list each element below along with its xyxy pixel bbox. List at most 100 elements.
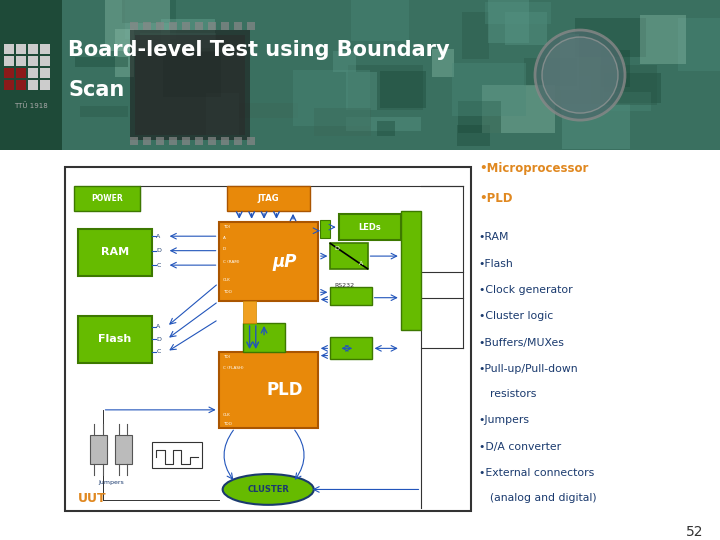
Bar: [377, 121, 395, 137]
Text: UUT: UUT: [78, 492, 107, 505]
Bar: [247, 22, 255, 30]
Text: resistors: resistors: [490, 389, 536, 399]
Bar: [243, 323, 285, 352]
Bar: [293, 70, 370, 126]
Bar: [143, 22, 151, 30]
Text: 52: 52: [686, 525, 703, 539]
Text: CLUSTER: CLUSTER: [247, 485, 289, 494]
Bar: [208, 137, 216, 145]
Bar: [4, 56, 14, 66]
Text: TDO: TDO: [222, 422, 232, 427]
Bar: [227, 186, 310, 211]
Bar: [221, 137, 229, 145]
Bar: [330, 287, 372, 305]
Text: •Buffers/MUXes: •Buffers/MUXes: [479, 338, 564, 348]
Text: •Microprocessor: •Microprocessor: [479, 162, 588, 175]
Bar: [156, 22, 164, 30]
Text: •Flash: •Flash: [479, 259, 513, 269]
Bar: [135, 35, 245, 135]
Bar: [153, 442, 202, 468]
Text: TDO: TDO: [222, 291, 232, 294]
Bar: [457, 125, 490, 146]
Bar: [195, 22, 203, 30]
Bar: [379, 71, 426, 109]
Bar: [75, 57, 128, 67]
Bar: [348, 65, 423, 110]
Text: •RAM: •RAM: [479, 232, 509, 242]
Text: •Clock generator: •Clock generator: [479, 285, 572, 295]
Bar: [346, 117, 421, 131]
Bar: [462, 12, 489, 59]
Text: Jumpers: Jumpers: [98, 480, 124, 485]
Bar: [105, 0, 170, 51]
Text: RS232: RS232: [334, 282, 354, 287]
Text: C: C: [156, 349, 161, 354]
Text: JTAG: JTAG: [257, 194, 279, 202]
Bar: [234, 137, 242, 145]
Text: RAM: RAM: [101, 247, 129, 258]
Bar: [0, 0, 62, 150]
Bar: [4, 80, 14, 90]
Text: μP: μP: [273, 253, 297, 271]
Bar: [219, 352, 318, 428]
Bar: [122, 0, 176, 23]
Bar: [28, 56, 38, 66]
Bar: [140, 33, 216, 51]
Bar: [452, 63, 526, 116]
Bar: [485, 2, 551, 24]
Bar: [130, 30, 250, 140]
Bar: [182, 137, 190, 145]
Bar: [115, 29, 135, 77]
Bar: [40, 44, 50, 54]
Bar: [333, 51, 356, 72]
Bar: [16, 44, 26, 54]
Bar: [163, 52, 221, 97]
Text: Scan: Scan: [68, 80, 125, 100]
Bar: [561, 76, 591, 114]
Bar: [161, 19, 215, 48]
Text: D: D: [156, 248, 161, 253]
Bar: [125, 0, 176, 39]
Text: POWER: POWER: [91, 194, 122, 202]
Bar: [432, 49, 454, 77]
Text: •D/A converter: •D/A converter: [479, 442, 561, 452]
Bar: [81, 106, 128, 117]
Text: TTÜ 1918: TTÜ 1918: [14, 102, 48, 109]
Bar: [73, 186, 140, 211]
Text: D: D: [334, 246, 339, 251]
Bar: [482, 85, 555, 133]
Text: TDI: TDI: [222, 355, 230, 360]
Bar: [90, 435, 107, 464]
Bar: [182, 22, 190, 30]
Bar: [28, 44, 38, 54]
Text: TDI: TDI: [222, 225, 230, 229]
Bar: [640, 15, 686, 64]
Text: CLK: CLK: [222, 413, 230, 417]
Bar: [115, 435, 132, 464]
Text: •External connectors: •External connectors: [479, 468, 594, 478]
Bar: [562, 104, 629, 149]
Text: A: A: [359, 261, 364, 266]
Bar: [4, 68, 14, 78]
Bar: [601, 50, 630, 86]
Bar: [330, 338, 372, 359]
Bar: [247, 137, 255, 145]
Ellipse shape: [222, 474, 314, 505]
Bar: [195, 137, 203, 145]
Bar: [488, 0, 529, 43]
Text: D: D: [222, 247, 226, 251]
Text: •Pull-up/Pull-down: •Pull-up/Pull-down: [479, 364, 578, 374]
Text: •Jumpers: •Jumpers: [479, 415, 530, 426]
Bar: [130, 137, 138, 145]
Bar: [600, 65, 657, 105]
Text: (analog and digital): (analog and digital): [490, 492, 597, 503]
Text: CLK: CLK: [222, 278, 230, 282]
Bar: [234, 103, 298, 118]
Bar: [40, 80, 50, 90]
Text: C: C: [156, 262, 161, 268]
Bar: [169, 22, 177, 30]
Bar: [330, 244, 367, 269]
Bar: [208, 22, 216, 30]
Bar: [400, 211, 421, 330]
Bar: [575, 18, 646, 57]
